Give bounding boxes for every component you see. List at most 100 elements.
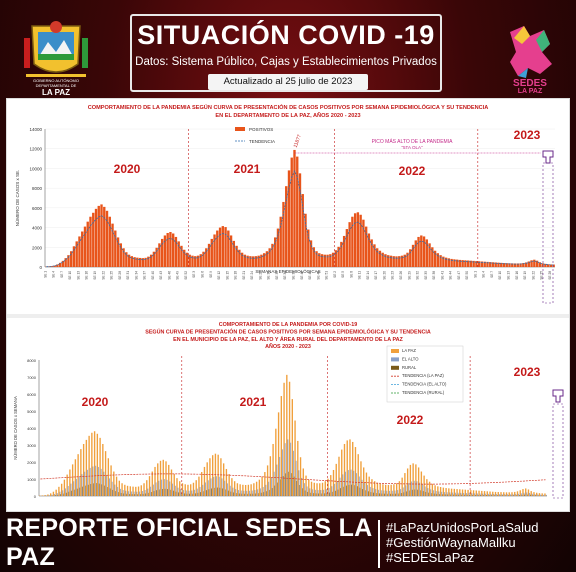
- chart2-bar-rural: [170, 489, 171, 496]
- chart2-bar-lapaz: [409, 464, 412, 496]
- chart1-xtick: SE 8: [349, 271, 353, 278]
- chart2-bar-rural: [466, 494, 468, 496]
- chart1-xtick: SE 28: [118, 271, 122, 280]
- chart1-bar: [246, 255, 249, 267]
- chart1-xtick: SE 42: [300, 271, 304, 280]
- chart2-bar-lapaz: [349, 439, 351, 496]
- chart2-bar-rural: [321, 493, 322, 496]
- chart2-bar-rural: [461, 494, 462, 496]
- chart2-bar-rural: [392, 493, 394, 496]
- chart2-bar-rural: [194, 493, 196, 496]
- chart2-bar-elalto: [73, 481, 75, 496]
- chart1-bar: [298, 173, 302, 267]
- chart2-bar-rural: [442, 494, 443, 496]
- chart2-bar-elalto: [369, 486, 371, 496]
- chart2-bar-rural: [181, 493, 182, 496]
- chart2-bar-lapaz: [379, 483, 381, 496]
- chart1-xtick: SE 35: [424, 271, 428, 280]
- chart2-bar-lapaz: [439, 487, 442, 496]
- chart2-bar-elalto: [59, 491, 61, 496]
- chart2-bar-rural: [109, 488, 111, 496]
- chart1-bar: [287, 170, 291, 267]
- chart2-bar-elalto: [249, 490, 250, 496]
- chart2-bar-rural: [546, 495, 547, 496]
- footer-title: REPORTE OFICIAL SEDES LA PAZ: [6, 514, 372, 571]
- chart1-xtick: SE 31: [126, 271, 130, 280]
- chart1-xtick: SE 49: [176, 271, 180, 280]
- chart2-bar-rural: [140, 494, 141, 496]
- chart2-bar-rural: [148, 492, 149, 496]
- chart2-legend-item: RURAL: [402, 365, 417, 370]
- chart2-bar-rural: [71, 490, 72, 496]
- chart1-bar: [169, 232, 172, 267]
- chart1-bar: [527, 261, 530, 267]
- chart2-bar-rural: [219, 487, 221, 496]
- chart2-bar-lapaz: [354, 447, 357, 496]
- chart2-bar-rural: [241, 493, 243, 496]
- chart2-bar-elalto: [196, 488, 198, 496]
- chart2-bar-elalto: [540, 494, 541, 496]
- svg-text:LA PAZ: LA PAZ: [518, 88, 543, 94]
- chart2-bar-elalto: [342, 474, 344, 496]
- chart2-bar-lapaz: [461, 489, 464, 496]
- chart2-bar-rural: [192, 493, 193, 496]
- chart1-bar: [199, 254, 202, 267]
- chart2-bar-elalto: [328, 487, 330, 496]
- chart1-bar: [351, 216, 354, 267]
- chart2-bar-lapaz: [390, 484, 392, 496]
- chart2-bar-elalto: [262, 486, 264, 496]
- chart2-bar-elalto: [358, 476, 360, 496]
- chart1-bar: [262, 253, 266, 267]
- chart2-bar-elalto: [529, 492, 530, 496]
- chart2-bar-rural: [137, 494, 138, 496]
- chart2-bar-lapaz: [253, 483, 255, 496]
- chart2-bar-lapaz: [58, 486, 60, 496]
- chart2-bar-rural: [362, 489, 364, 496]
- chart2-bar-rural: [211, 488, 212, 496]
- chart2-bar-elalto: [356, 473, 357, 496]
- chart2-bar-elalto: [534, 494, 536, 496]
- chart2-bar-rural: [205, 490, 207, 496]
- chart2-bar-elalto: [433, 490, 434, 496]
- chart2-bar-elalto: [172, 483, 174, 496]
- chart2-bar-lapaz: [184, 484, 186, 496]
- chart2-bar-elalto: [243, 490, 245, 496]
- chart2-bar-rural: [296, 480, 298, 496]
- chart1-bar: [464, 260, 467, 267]
- chart2-bar-elalto: [76, 478, 77, 496]
- chart1-xtick: SE 41: [440, 271, 444, 280]
- chart2-bar-elalto: [361, 479, 363, 496]
- chart2-bar-rural: [403, 492, 405, 496]
- chart2-bar-lapaz: [525, 488, 527, 496]
- chart1-xtick: SE 23: [391, 271, 395, 280]
- chart1-xtick: SE 5: [341, 271, 345, 278]
- chart1-legend-tendencia: TENDENCIA: [249, 139, 275, 144]
- chart1-xtick: SE 6: [201, 271, 205, 278]
- gobernacion-logo: GOBIERNO AUTÓNOMO DEPARTAMENTAL DE LA PA…: [24, 21, 88, 96]
- chart1-xtick: SE 7: [490, 271, 494, 278]
- chart2-bar-elalto: [251, 490, 253, 496]
- chart1-bar: [406, 252, 409, 267]
- chart1-bar: [138, 257, 142, 267]
- chart2-bar-lapaz: [269, 456, 272, 496]
- chart2-bar-rural: [131, 494, 133, 496]
- chart2-bar-rural: [183, 493, 185, 496]
- chart1-bar: [78, 236, 81, 267]
- chart1-bar: [116, 237, 120, 267]
- chart2-bar-elalto: [238, 490, 239, 496]
- chart1-xtick: SE 33: [275, 271, 279, 280]
- chart2-bar-rural: [126, 493, 127, 496]
- chart2-bar-rural: [326, 493, 328, 496]
- chart2-bar-rural: [238, 493, 240, 496]
- chart1-xtick: SE 4: [52, 271, 56, 278]
- chart2-bar-rural: [351, 484, 353, 496]
- chart1-xtick: SE 37: [143, 271, 147, 280]
- chart2-bar-elalto: [501, 494, 503, 496]
- chart1-legend-positivos-swatch: [235, 127, 245, 131]
- chart1-ytick: 8000: [32, 186, 43, 191]
- chart2-bar-rural: [422, 491, 424, 496]
- chart2-bar-rural: [313, 493, 314, 496]
- chart2-bar-rural: [145, 493, 147, 496]
- chart1-xtick: SE 1: [473, 271, 477, 278]
- chart2-bar-rural: [203, 491, 204, 496]
